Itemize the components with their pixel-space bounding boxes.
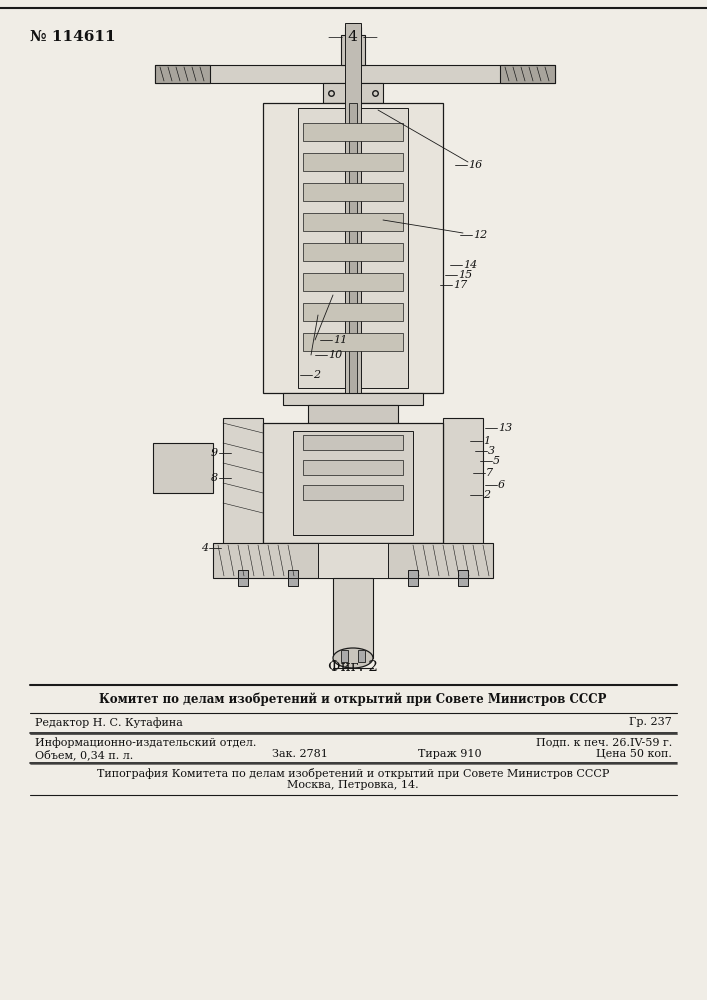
Bar xyxy=(303,273,403,291)
Bar xyxy=(238,578,248,586)
Text: 12: 12 xyxy=(473,230,487,240)
Bar xyxy=(155,65,210,83)
Bar xyxy=(293,431,413,535)
Bar xyxy=(303,183,403,201)
Text: Редактор Н. С. Кутафина: Редактор Н. С. Кутафина xyxy=(35,717,183,728)
Text: Зак. 2781: Зак. 2781 xyxy=(272,749,328,759)
Text: 8: 8 xyxy=(211,473,218,483)
Text: Информационно-издательский отдел.: Информационно-издательский отдел. xyxy=(35,737,257,748)
Bar xyxy=(223,418,263,548)
Text: 14: 14 xyxy=(463,260,477,270)
Bar xyxy=(349,103,357,493)
Bar xyxy=(323,83,383,103)
Text: 3: 3 xyxy=(488,446,495,456)
Bar xyxy=(238,570,248,578)
Text: 11: 11 xyxy=(333,335,347,345)
Bar xyxy=(303,460,403,475)
Text: 2: 2 xyxy=(483,490,490,500)
Bar xyxy=(155,65,555,83)
Bar xyxy=(298,108,408,388)
Text: 7: 7 xyxy=(486,468,493,478)
Bar xyxy=(303,243,403,261)
Bar xyxy=(303,303,403,321)
Text: Гр. 237: Гр. 237 xyxy=(629,717,672,727)
Bar xyxy=(408,578,418,586)
Bar xyxy=(341,35,365,65)
Bar xyxy=(213,543,493,578)
Text: Объем, 0,34 п. л.: Объем, 0,34 п. л. xyxy=(35,749,133,760)
Bar xyxy=(303,333,403,351)
Bar xyxy=(263,423,443,543)
Bar xyxy=(303,435,403,450)
Bar xyxy=(345,23,361,405)
Bar xyxy=(308,405,398,423)
Bar xyxy=(288,570,298,578)
Bar xyxy=(303,123,403,141)
Bar xyxy=(333,578,373,658)
Text: 2: 2 xyxy=(313,370,320,380)
Text: — 4 —: — 4 — xyxy=(328,30,378,44)
Text: 4: 4 xyxy=(201,543,208,553)
Text: Цена 50 коп.: Цена 50 коп. xyxy=(596,749,672,759)
Bar xyxy=(349,23,357,27)
Text: 17: 17 xyxy=(453,280,467,290)
Bar xyxy=(303,153,403,171)
Text: Подп. к печ. 26.IV-59 г.: Подп. к печ. 26.IV-59 г. xyxy=(536,737,672,747)
Text: 15: 15 xyxy=(458,270,472,280)
Text: № 114611: № 114611 xyxy=(30,30,116,44)
Bar xyxy=(341,650,348,662)
Bar xyxy=(283,393,423,405)
Text: 5: 5 xyxy=(493,456,500,466)
Bar xyxy=(288,578,298,586)
Text: Москва, Петровка, 14.: Москва, Петровка, 14. xyxy=(287,780,419,790)
Bar xyxy=(153,443,213,493)
Bar xyxy=(458,578,468,586)
Text: Типография Комитета по делам изобретений и открытий при Совете Министров СССР: Типография Комитета по делам изобретений… xyxy=(97,768,609,779)
Text: 6: 6 xyxy=(498,480,505,490)
Bar xyxy=(303,485,403,500)
Bar xyxy=(303,213,403,231)
Text: Фиг. 2: Фиг. 2 xyxy=(328,660,378,674)
Text: 1: 1 xyxy=(483,436,490,446)
Text: 9: 9 xyxy=(211,448,218,458)
Bar xyxy=(443,418,483,548)
Text: Тираж 910: Тираж 910 xyxy=(418,749,481,759)
Text: Комитет по делам изобретений и открытий при Совете Министров СССР: Комитет по делам изобретений и открытий … xyxy=(99,693,607,706)
Bar xyxy=(358,650,365,662)
Text: 10: 10 xyxy=(328,350,342,360)
Text: 13: 13 xyxy=(498,423,513,433)
Bar xyxy=(263,103,443,393)
Bar xyxy=(318,543,388,578)
Bar xyxy=(500,65,555,83)
Text: 16: 16 xyxy=(468,160,482,170)
Bar xyxy=(408,570,418,578)
Bar xyxy=(345,27,361,35)
Bar xyxy=(458,570,468,578)
Ellipse shape xyxy=(333,648,373,668)
